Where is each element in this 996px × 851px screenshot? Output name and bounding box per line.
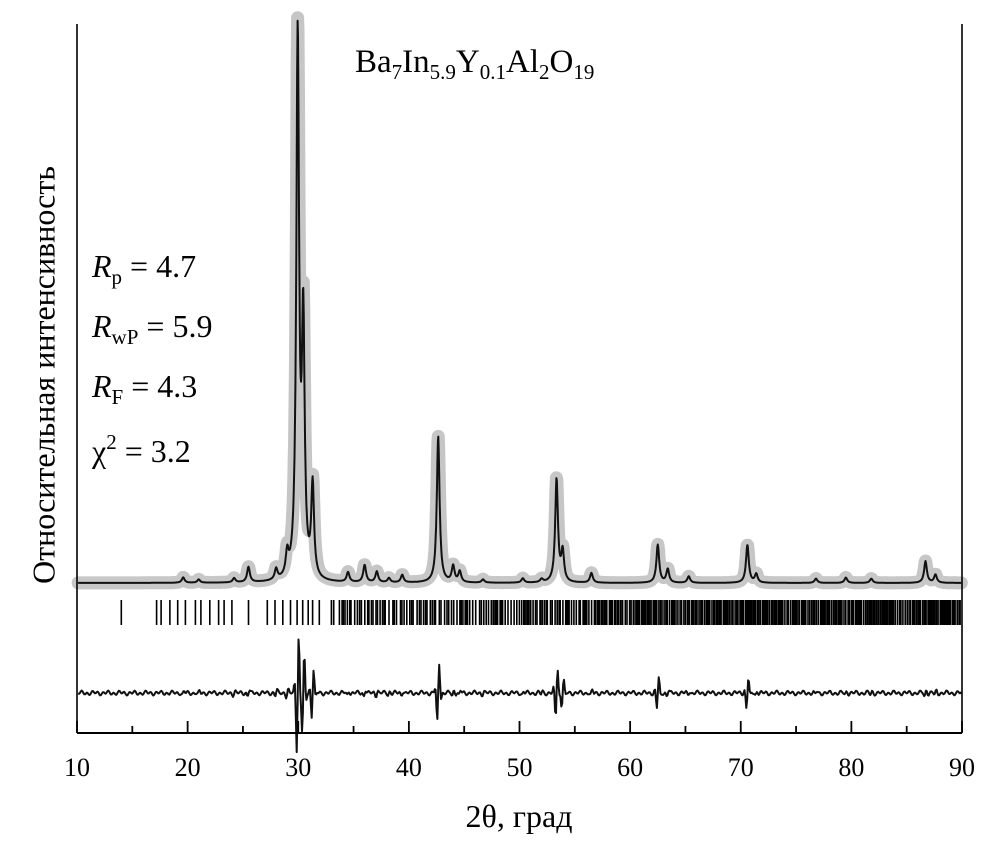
statistic-subscript: p: [111, 265, 123, 289]
statistic-0: Rp = 4.7: [92, 248, 196, 290]
formula-element: In: [402, 44, 430, 80]
formula-subscript: 2: [539, 60, 550, 84]
statistic-1: RwP = 5.9: [92, 308, 212, 350]
statistic-subscript: F: [111, 385, 124, 409]
statistic-value: = 4.3: [123, 368, 198, 404]
formula-subscript: 0.1: [479, 60, 507, 84]
bragg-reflection-markers: [120, 600, 961, 625]
statistic-value: = 4.7: [122, 248, 197, 284]
observed-profile: [71, 11, 968, 590]
statistic-symbol: χ: [92, 433, 107, 469]
compound-formula: Ba7In5.9Y0.1Al2O19: [355, 44, 594, 85]
x-tick-label: 10: [64, 753, 90, 782]
formula-subscript: 7: [391, 60, 403, 84]
x-tick-label: 40: [396, 753, 422, 782]
calculated-line: [77, 19, 962, 584]
x-tick-label: 30: [285, 753, 311, 782]
difference-line: [77, 638, 963, 754]
statistic-symbol: R: [92, 308, 112, 344]
axes: 10 20 30 40 50 60 70 80 90: [64, 24, 975, 782]
statistic-symbol: R: [92, 368, 112, 404]
formula-element: Ba: [355, 44, 392, 80]
statistic-value: = 5.9: [138, 308, 213, 344]
observed-point: [306, 467, 320, 481]
formula-subscript: 19: [573, 60, 595, 84]
observed-band: [71, 11, 968, 590]
x-tick-label: 70: [728, 753, 754, 782]
x-tick-label: 60: [617, 753, 643, 782]
x-tick-label: 80: [838, 753, 864, 782]
formula-element: Al: [506, 44, 540, 80]
x-axis-label: 2θ, град: [465, 798, 573, 834]
y-axis-label: Относительная интенсивность: [25, 166, 62, 584]
statistic-3: χ2 = 3.2: [92, 430, 191, 470]
formula-subscript: 5.9: [429, 60, 456, 84]
x-tick-label: 20: [175, 753, 201, 782]
statistic-superscript: 2: [106, 430, 117, 454]
calculated-profile: [77, 19, 962, 584]
statistic-symbol: R: [92, 248, 112, 284]
statistic-value: = 3.2: [116, 433, 191, 469]
x-tick-label: 50: [507, 753, 533, 782]
statistic-2: RF = 4.3: [92, 368, 197, 410]
formula-element: Y: [455, 44, 480, 80]
statistic-subscript: wP: [111, 325, 139, 349]
x-tick-label: 90: [949, 753, 975, 782]
difference-curve: [77, 638, 963, 754]
formula-element: O: [549, 44, 574, 80]
